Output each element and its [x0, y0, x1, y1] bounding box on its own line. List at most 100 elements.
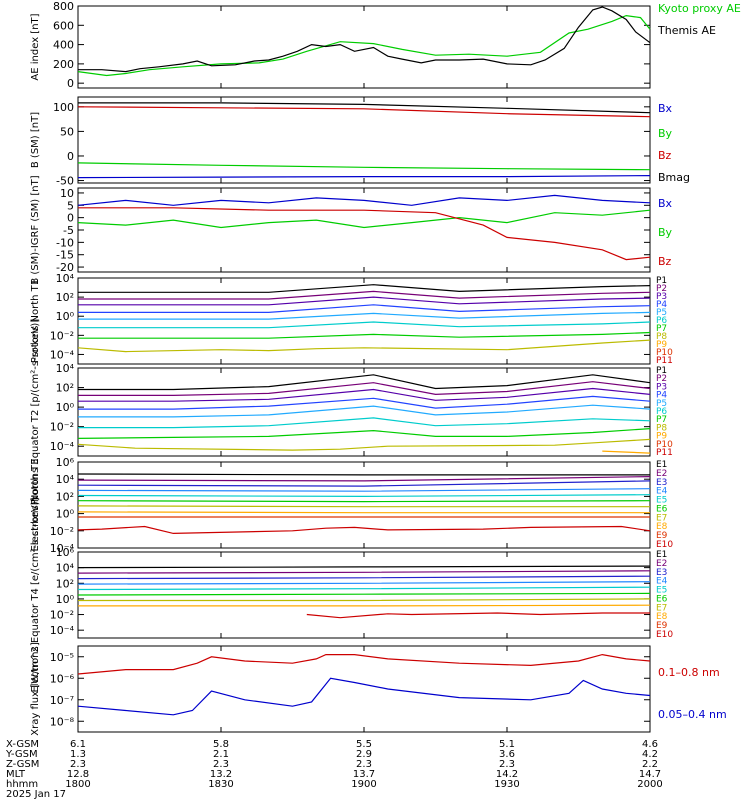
- x-row-value: 5.8: [213, 739, 229, 750]
- y-tick-label: 10⁴: [56, 272, 75, 285]
- legend-entry-p1: P1: [656, 366, 667, 376]
- x-row-value: 2.9: [356, 749, 372, 760]
- x-row-value: 4.2: [642, 749, 658, 760]
- x-axis-table: X-GSM 6.1 5.8 5.5 5.1 4.6 Y-GSM 1.3 2.1 2.9 3.6 4.2…: [5, 739, 663, 800]
- series-line-by: [77, 209, 651, 229]
- panel-1: 0 200 400 600 800 AE index [nT] Kyoto proxy AE…: [30, 0, 741, 90]
- x-row-value: 2.1: [213, 749, 229, 760]
- series-line-p2: [78, 290, 651, 300]
- x-row-value: 1930: [494, 779, 519, 790]
- y-tick-label: 10⁶: [56, 456, 75, 469]
- x-row-label: X-GSM: [6, 739, 39, 750]
- series-line-p6: [78, 417, 651, 429]
- x-row-value: 5.1: [499, 739, 515, 750]
- y-tick-label: 10⁻⁵: [50, 651, 74, 664]
- y-tick-label: 10⁴: [56, 562, 75, 575]
- series-line-0-1-0-8-nm: [77, 653, 651, 675]
- y-axis-label: Protons North T1: [30, 279, 41, 363]
- y-tick-label: 10⁰: [56, 508, 75, 521]
- legend-entry-e2: E2: [656, 559, 667, 569]
- series-line-e2: [77, 476, 651, 482]
- legend-entry-e2: E2: [656, 469, 667, 479]
- panel-5: 10⁻⁴ 10⁻² 10⁰ 10² 10⁴ Protons Equator T2 [p/(…: [30, 319, 673, 506]
- y-axis-label: B (SM) [nT]: [30, 112, 41, 168]
- legend-entry-p10: P10: [656, 440, 673, 450]
- series-line-e10: [77, 525, 651, 535]
- legend-entry-e10: E10: [656, 630, 673, 640]
- series-line-e5: [77, 586, 651, 591]
- y-tick-label: 10⁻²: [50, 609, 74, 622]
- legend-entry-p5: P5: [656, 399, 667, 409]
- series-line-p8: [77, 438, 651, 451]
- x-row-value: 14.7: [639, 769, 661, 780]
- legend-entry-p2: P2: [656, 374, 667, 384]
- series-line-p5: [78, 311, 651, 320]
- x-row-value: 5.5: [356, 739, 372, 750]
- y-tick-label: -5: [63, 224, 74, 237]
- legend-entry-p11: P11: [656, 356, 673, 366]
- x-row-value: 2.3: [213, 759, 229, 770]
- series-line-p8: [77, 339, 651, 353]
- y-tick-label: 10⁶: [56, 546, 75, 559]
- y-tick-label: 200: [53, 58, 74, 71]
- x-row-value: 2000: [637, 779, 662, 790]
- series-line-bz: [77, 106, 651, 118]
- y-tick-label: 10²: [56, 382, 74, 395]
- legend-entry-p6: P6: [656, 316, 667, 326]
- legend-entry-e8: E8: [656, 522, 668, 532]
- y-tick-label: 800: [53, 0, 74, 13]
- series-line-e5: [77, 494, 651, 497]
- legend-entry-p10: P10: [656, 348, 673, 358]
- legend-entry-p8: P8: [656, 423, 667, 433]
- legend-entry-e6: E6: [656, 504, 668, 514]
- series-line-bx: [77, 175, 651, 179]
- legend-entry-p11: P11: [656, 448, 673, 458]
- legend-entry-e1: E1: [656, 550, 667, 560]
- legend-entry-by: By: [658, 127, 673, 140]
- series-line-p3: [78, 387, 651, 402]
- legend-entry-bz: Bz: [658, 255, 672, 268]
- y-tick-label: -20: [56, 261, 74, 274]
- series-line-e4: [77, 488, 651, 492]
- y-axis-label: Electrons North T3: [30, 458, 41, 551]
- legend-entry-e3: E3: [656, 478, 667, 488]
- x-row-value: 2.2: [642, 759, 658, 770]
- y-tick-label: 10⁴: [56, 362, 75, 375]
- series-line-e2: [77, 570, 651, 574]
- series-line-p4: [78, 304, 651, 313]
- legend-entry-bmag: Bmag: [658, 171, 690, 184]
- x-row-value: 1830: [208, 779, 233, 790]
- y-tick-label: 0: [67, 150, 74, 163]
- legend-entry-e4: E4: [656, 577, 668, 587]
- legend-entry-p3: P3: [656, 292, 667, 302]
- series-line-e7: [77, 505, 650, 508]
- series-line-e8: [78, 604, 651, 607]
- series-line-p5: [78, 404, 651, 418]
- legend-entry-p4: P4: [656, 300, 667, 310]
- x-row-value: 6.1: [70, 739, 86, 750]
- y-tick-label: 10⁻⁷: [50, 694, 74, 707]
- panel-6: 10⁻⁴ 10⁻² 10⁰ 10² 10⁴ 10⁶ Electrons North T3 E1…: [30, 456, 673, 555]
- series-line-bz: [78, 207, 651, 261]
- panel-frame: [77, 367, 651, 457]
- legend-entry-e9: E9: [656, 621, 668, 631]
- x-row-label: Z-GSM: [6, 759, 39, 770]
- legend-entry-p6: P6: [656, 407, 667, 417]
- series-line-0-05-0-4-nm: [77, 677, 651, 716]
- legend-entry-bx: Bx: [658, 197, 673, 210]
- y-tick-label: 10⁻⁴: [50, 624, 75, 637]
- x-row-value: 2.3: [356, 759, 372, 770]
- series-line-e3: [77, 480, 651, 487]
- panel-8: 10⁻⁸ 10⁻⁷ 10⁻⁶ 10⁻⁵ Xray flux [W/m^2] 0.1–0.8…: [30, 642, 727, 736]
- y-axis-label: Xray flux [W/m^2]: [30, 642, 41, 736]
- legend-entry-p3: P3: [656, 382, 667, 392]
- series-line-e8: [77, 511, 650, 514]
- series-line-bmag: [78, 102, 651, 114]
- x-row-value: 14.2: [496, 769, 518, 780]
- y-tick-label: 100: [53, 101, 74, 114]
- x-row-value: 13.7: [353, 769, 375, 780]
- series-line-bx: [77, 194, 651, 206]
- series-line-e6: [77, 500, 651, 503]
